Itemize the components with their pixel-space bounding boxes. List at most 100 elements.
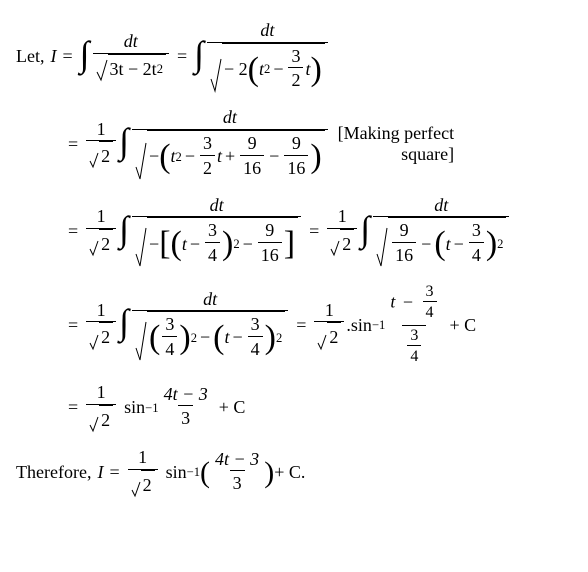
den: 2 bbox=[288, 67, 303, 93]
plus-c: + C bbox=[450, 315, 477, 336]
num: 3 bbox=[407, 326, 421, 345]
coef-frac: 1 2 bbox=[86, 300, 116, 351]
dt: dt bbox=[260, 20, 274, 40]
paren: ) bbox=[264, 462, 274, 483]
coef-frac: 1 2 bbox=[327, 206, 357, 257]
coef-frac: 1 2 bbox=[86, 206, 116, 257]
fraction: 3 2 bbox=[288, 46, 303, 94]
num: 1 bbox=[322, 300, 337, 322]
fraction: 9 16 bbox=[258, 220, 282, 268]
den: 2 bbox=[99, 229, 113, 257]
integral-sign: ∫ bbox=[119, 219, 129, 241]
fraction: 3 4 bbox=[469, 220, 484, 268]
integral-sign: ∫ bbox=[119, 312, 129, 334]
dt: dt bbox=[434, 195, 448, 215]
line-2: = 1 2 ∫ dt − ( t2 − 3 2 bbox=[62, 107, 572, 180]
dt: dt bbox=[124, 31, 138, 51]
integral-sign: ∫ bbox=[194, 44, 204, 66]
num: 1 bbox=[94, 382, 109, 404]
var-I: I bbox=[97, 462, 103, 483]
t: t bbox=[446, 232, 451, 257]
num: 1 bbox=[135, 447, 150, 469]
fraction: 3 4 bbox=[248, 314, 263, 362]
num: 1 bbox=[94, 119, 109, 141]
line-6: Therefore, I = 1 2 sin−1 ( 4t − 3 3 ) + … bbox=[16, 447, 572, 498]
fraction: dt 3t − 2t2 bbox=[93, 31, 169, 82]
minus: − bbox=[454, 232, 464, 257]
equals: = bbox=[68, 315, 78, 336]
minus: − bbox=[149, 232, 159, 257]
num: 1 bbox=[335, 206, 350, 228]
fraction: 3 4 bbox=[162, 314, 177, 362]
minus: − bbox=[243, 232, 253, 257]
equals: = bbox=[109, 462, 119, 483]
paren: ) bbox=[179, 326, 190, 350]
sin: sin bbox=[124, 397, 145, 418]
note-line-2: square] bbox=[401, 144, 454, 165]
fraction: 4t − 3 3 bbox=[161, 384, 211, 432]
line-5: = 1 2 sin−1 4t − 3 3 + C bbox=[62, 382, 572, 433]
num: 9 bbox=[245, 133, 260, 155]
sin-arg-frac: t − 3 4 3 4 bbox=[387, 282, 441, 368]
paren: ) bbox=[310, 145, 321, 169]
sqrt: − [ ( t − 3 4 )2 − 9 16 ] bbox=[135, 217, 298, 268]
den: 4 bbox=[162, 336, 177, 362]
paren: ) bbox=[310, 58, 321, 82]
den: 16 bbox=[258, 242, 282, 268]
equals: = bbox=[68, 221, 78, 242]
paren: ( bbox=[171, 232, 182, 256]
coef-frac: 1 2 bbox=[314, 300, 344, 351]
num: 3 bbox=[248, 314, 263, 336]
therefore-text: Therefore, bbox=[16, 462, 91, 483]
minus: − bbox=[190, 232, 200, 257]
equals: = bbox=[296, 315, 306, 336]
sqrt: 2 bbox=[89, 229, 113, 257]
fraction: 9 16 bbox=[284, 133, 308, 181]
den: 4 bbox=[423, 301, 437, 324]
minus: − bbox=[232, 325, 242, 350]
den: 2 bbox=[200, 155, 215, 181]
fraction: dt − 2 ( t2 − 3 2 t ) bbox=[207, 20, 328, 93]
bracket: [ bbox=[159, 232, 170, 256]
paren: ( bbox=[434, 232, 445, 256]
expr: 3t − 2t bbox=[110, 57, 157, 82]
den: 16 bbox=[392, 242, 416, 268]
line-1: Let, I = ∫ dt 3t − 2t2 = ∫ dt − 2 ( t2 bbox=[16, 20, 572, 93]
num: 3 bbox=[200, 133, 215, 155]
line-4: = 1 2 ∫ dt ( 3 4 )2 − ( bbox=[62, 282, 572, 368]
integral-sign: ∫ bbox=[360, 219, 370, 241]
num: 3 bbox=[288, 46, 303, 68]
integral-sign: ∫ bbox=[119, 131, 129, 153]
dt: dt bbox=[223, 107, 237, 127]
num: 3 bbox=[162, 314, 177, 336]
equals: = bbox=[63, 46, 73, 67]
sqrt: 2 bbox=[89, 322, 113, 350]
fraction: dt 9 16 − ( t − 3 4 )2 bbox=[373, 195, 509, 268]
plus-c: + C bbox=[219, 397, 246, 418]
fraction: dt ( 3 4 )2 − ( t − 3 4 bbox=[132, 289, 288, 362]
fraction: 3 2 bbox=[200, 133, 215, 181]
minus: − bbox=[403, 292, 413, 312]
sqrt: 3t − 2t2 bbox=[96, 54, 166, 82]
minus: − bbox=[149, 144, 159, 169]
minus: − bbox=[421, 232, 431, 257]
paren: ( bbox=[200, 462, 210, 483]
var-I: I bbox=[51, 46, 57, 67]
plus-c: + C. bbox=[274, 462, 305, 483]
fraction: dt − [ ( t − 3 4 )2 − 9 bbox=[132, 195, 301, 268]
num: 3 bbox=[205, 220, 220, 242]
let-text: Let, bbox=[16, 46, 45, 67]
t: t bbox=[217, 144, 222, 169]
integral-sign: ∫ bbox=[80, 44, 90, 66]
den: 2 bbox=[99, 141, 113, 169]
den: 4 bbox=[407, 345, 421, 368]
note-line-1: [Making perfect bbox=[338, 123, 454, 144]
t: t bbox=[224, 325, 229, 350]
num: 3 bbox=[469, 220, 484, 242]
den: 3 bbox=[178, 405, 193, 431]
minus: − bbox=[200, 325, 210, 350]
num: 1 bbox=[94, 206, 109, 228]
equals: = bbox=[68, 397, 78, 418]
fraction: dt − ( t2 − 3 2 t + 9 16 bbox=[132, 107, 328, 180]
sqrt: 2 bbox=[330, 229, 354, 257]
